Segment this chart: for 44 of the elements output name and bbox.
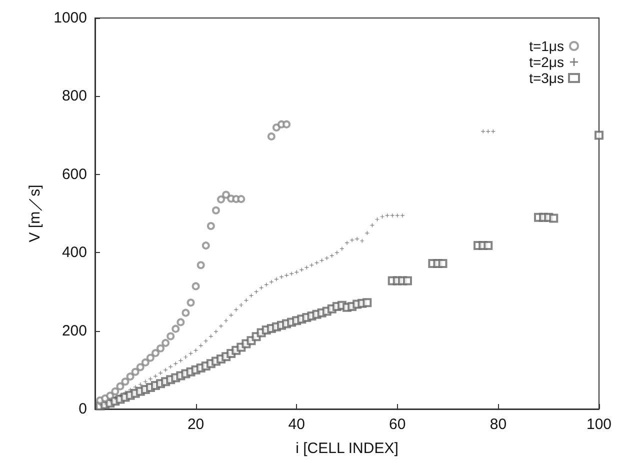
point [172, 324, 180, 333]
point [111, 387, 120, 396]
point [206, 222, 215, 230]
point [196, 261, 205, 270]
point [272, 123, 280, 132]
point [217, 195, 225, 204]
x-tick-label: 80 [490, 416, 507, 433]
point [176, 318, 185, 326]
y-axis-title: V [m／s] [26, 184, 44, 242]
y-tick-label: 200 [62, 322, 87, 340]
point [141, 358, 150, 366]
point [151, 349, 160, 358]
point [202, 242, 210, 250]
legend-label: t=3μs [529, 70, 564, 86]
point [126, 372, 134, 381]
x-tick-label: 100 [586, 416, 612, 433]
point [237, 195, 246, 204]
point [282, 120, 291, 128]
x-axis-title: i [CELL INDEX] [296, 440, 398, 457]
point [116, 382, 124, 390]
point [121, 378, 130, 386]
point [146, 354, 154, 362]
point [136, 363, 144, 372]
point [162, 338, 170, 347]
legend-label: t=2μs [529, 54, 564, 70]
x-tick-label: 20 [187, 416, 204, 433]
x-tick-label: 40 [288, 416, 305, 433]
point [186, 298, 195, 307]
y-tick-label: 800 [62, 88, 87, 105]
y-tick-label: 600 [62, 166, 87, 183]
point [156, 344, 165, 352]
point [267, 132, 276, 140]
point [166, 332, 175, 340]
point [131, 368, 140, 376]
point [222, 190, 230, 199]
point [212, 206, 220, 214]
y-tick-label: 1000 [54, 10, 87, 26]
x-tick-label: 60 [389, 416, 406, 433]
point [182, 308, 190, 317]
point [192, 282, 200, 290]
point [106, 392, 114, 400]
y-tick-label: 400 [62, 244, 87, 262]
y-tick-label: 0 [78, 400, 87, 418]
legend-label: t=1μs [529, 38, 564, 54]
